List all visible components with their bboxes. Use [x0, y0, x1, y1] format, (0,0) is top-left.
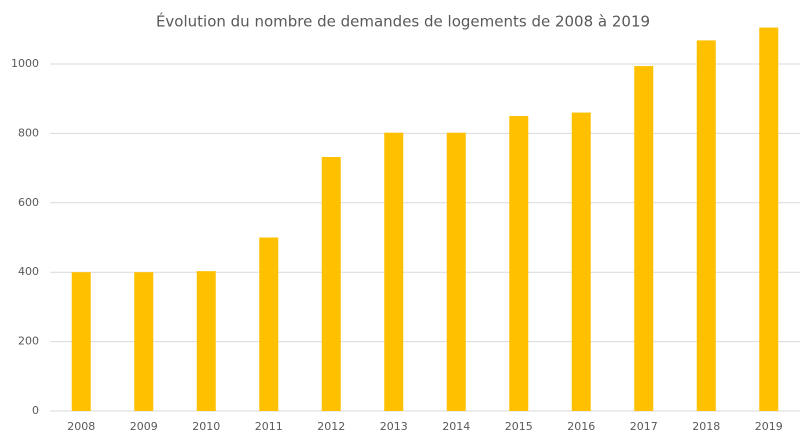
- bar: [71, 272, 91, 411]
- bar: [759, 27, 779, 411]
- x-tick-label: 2019: [755, 420, 783, 432]
- y-tick-label: 200: [18, 335, 39, 348]
- x-tick-label: 2012: [317, 420, 345, 432]
- x-tick-label: 2011: [255, 420, 283, 432]
- x-tick-label: 2008: [67, 420, 95, 432]
- bar: [196, 271, 216, 411]
- bar: [634, 66, 654, 411]
- y-tick-label: 600: [18, 196, 39, 209]
- y-tick-label: 0: [32, 404, 39, 417]
- bar: [696, 40, 716, 412]
- chart-title: Évolution du nombre de demandes de logem…: [156, 12, 650, 31]
- x-tick-label: 2016: [567, 420, 595, 432]
- x-tick-label: 2014: [442, 420, 470, 432]
- x-tick-label: 2017: [630, 420, 658, 432]
- y-tick-label: 400: [18, 265, 39, 278]
- bar: [509, 116, 529, 412]
- bar: [321, 156, 341, 411]
- bar: [259, 237, 279, 411]
- y-tick-label: 800: [18, 126, 39, 139]
- y-tick-label: 1000: [11, 57, 39, 70]
- x-tick-label: 2010: [192, 420, 220, 432]
- x-tick-label: 2018: [692, 420, 720, 432]
- bar: [571, 112, 591, 411]
- bar: [134, 272, 154, 411]
- x-tick-label: 2013: [380, 420, 408, 432]
- x-tick-label: 2009: [130, 420, 158, 432]
- x-tick-label: 2015: [505, 420, 533, 432]
- bar: [446, 132, 466, 411]
- bar: [384, 132, 404, 411]
